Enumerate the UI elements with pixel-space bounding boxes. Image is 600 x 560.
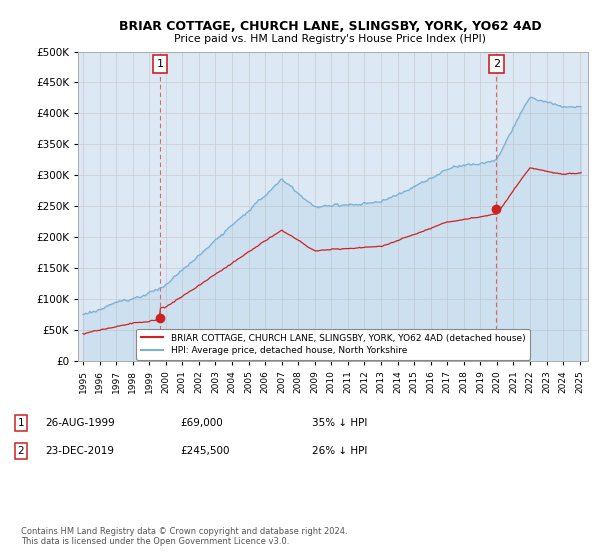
Text: 35% ↓ HPI: 35% ↓ HPI: [312, 418, 367, 428]
Text: 2: 2: [17, 446, 25, 456]
Text: BRIAR COTTAGE, CHURCH LANE, SLINGSBY, YORK, YO62 4AD: BRIAR COTTAGE, CHURCH LANE, SLINGSBY, YO…: [119, 20, 541, 32]
Text: Contains HM Land Registry data © Crown copyright and database right 2024.
This d: Contains HM Land Registry data © Crown c…: [21, 526, 347, 546]
Text: 26% ↓ HPI: 26% ↓ HPI: [312, 446, 367, 456]
Text: £245,500: £245,500: [180, 446, 229, 456]
Text: 1: 1: [157, 59, 163, 69]
Text: 1: 1: [17, 418, 25, 428]
Text: £69,000: £69,000: [180, 418, 223, 428]
Legend: BRIAR COTTAGE, CHURCH LANE, SLINGSBY, YORK, YO62 4AD (detached house), HPI: Aver: BRIAR COTTAGE, CHURCH LANE, SLINGSBY, YO…: [136, 329, 530, 360]
Text: Price paid vs. HM Land Registry's House Price Index (HPI): Price paid vs. HM Land Registry's House …: [174, 34, 486, 44]
Text: 2: 2: [493, 59, 500, 69]
Text: 26-AUG-1999: 26-AUG-1999: [45, 418, 115, 428]
Text: 23-DEC-2019: 23-DEC-2019: [45, 446, 114, 456]
